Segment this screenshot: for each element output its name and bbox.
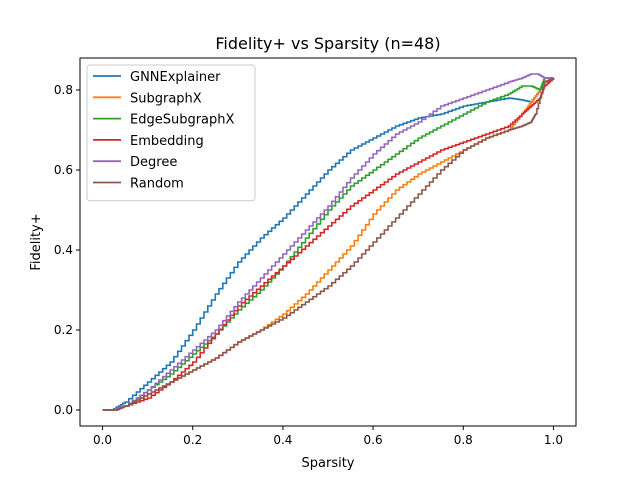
series-line-random [102, 77, 555, 411]
legend-entry: SubgraphX [130, 91, 202, 106]
series-line-edgesubgraphx [102, 77, 554, 411]
legend-entry: Degree [130, 155, 177, 170]
x-tick-label: 0.4 [273, 433, 292, 447]
x-tick-label: 1.0 [544, 433, 563, 447]
y-tick-label: 0.4 [54, 243, 73, 257]
legend-entry: Embedding [130, 134, 204, 149]
y-axis-label: Fidelity+ [29, 213, 44, 270]
x-tick-label: 0.8 [454, 433, 473, 447]
series-line-gnnexplainer [102, 77, 554, 411]
series-line-degree [102, 73, 554, 411]
x-axis-label: Sparsity [302, 456, 355, 471]
x-tick-label: 0.2 [183, 433, 202, 447]
y-axis: 0.0 0.2 0.4 0.6 0.8 [54, 83, 80, 417]
series-group [102, 73, 555, 411]
x-tick-label: 0.6 [364, 433, 383, 447]
y-tick-label: 0.0 [54, 403, 73, 417]
y-tick-label: 0.6 [54, 163, 73, 177]
legend-entry: Random [130, 177, 184, 192]
y-tick-label: 0.2 [54, 323, 73, 337]
chart-title: Fidelity+ vs Sparsity (n=48) [215, 34, 440, 53]
x-axis: 0.0 0.2 0.4 0.6 0.8 1.0 [93, 426, 563, 447]
y-tick-label: 0.8 [54, 83, 73, 97]
x-tick-label: 0.0 [93, 433, 112, 447]
legend: GNNExplainer SubgraphX EdgeSubgraphX Embedd… [86, 64, 256, 202]
plot-frame [79, 57, 577, 427]
legend-entry: EdgeSubgraphX [130, 113, 235, 128]
legend-box [86, 64, 256, 202]
legend-entry: GNNExplainer [130, 70, 221, 85]
